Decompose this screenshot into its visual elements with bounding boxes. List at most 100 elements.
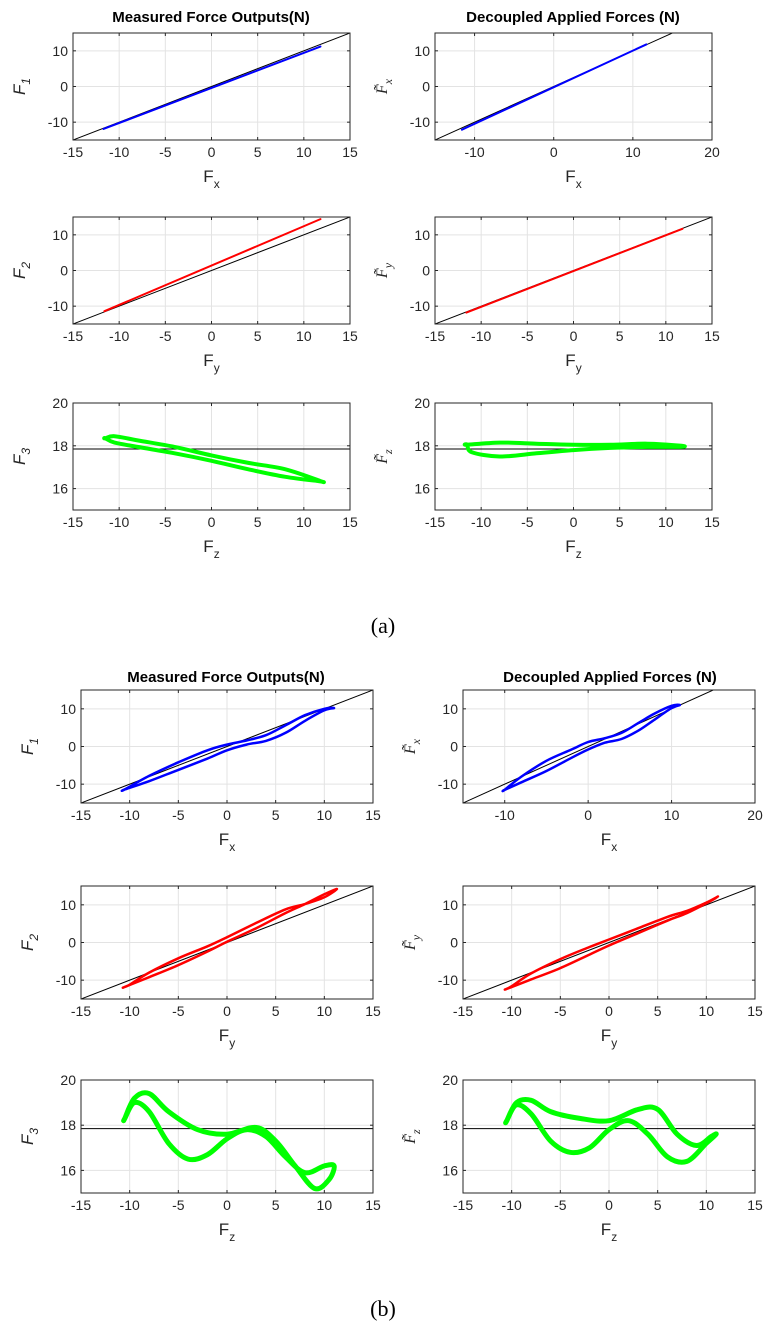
x-tick-label: -10	[495, 807, 515, 823]
y-tick-label: 0	[450, 935, 458, 951]
data-series-green	[121, 1090, 337, 1192]
y-tick-label: 0	[450, 739, 458, 755]
plot-area	[435, 440, 712, 459]
y-tick-label: 10	[60, 897, 76, 913]
y-tick-label: -10	[410, 298, 430, 314]
plot-area	[81, 886, 373, 999]
data-series-green	[102, 434, 326, 485]
subplot-b-left-3: -15 -10 -5 0 5 10 15 16 18 20 Fz F3	[18, 1072, 381, 1244]
x-tick-label: 5	[616, 514, 624, 530]
x-tick-label: 5	[254, 514, 262, 530]
plot-area	[435, 217, 712, 324]
data-series-red	[121, 887, 339, 990]
y-tick-label: 10	[60, 701, 76, 717]
x-tick-label: -10	[120, 1003, 140, 1019]
data-series-red	[503, 895, 720, 991]
x-tick-label: 0	[223, 1003, 231, 1019]
data-series-green	[503, 1096, 719, 1165]
y-tick-label: 18	[60, 1117, 76, 1133]
y-tick-label: 0	[68, 935, 76, 951]
x-tick-label: 10	[699, 1003, 715, 1019]
x-tick-label: -10	[120, 807, 140, 823]
x-tick-label: -15	[63, 514, 83, 530]
y-tick-label: 0	[422, 263, 430, 279]
x-tick-label: 10	[317, 1003, 333, 1019]
x-tick-label: 15	[342, 328, 358, 344]
x-axis-label: Fy	[601, 1026, 617, 1050]
y-tick-label: 10	[442, 897, 458, 913]
subplot-a-left-2: -15 -10 -5 0 5 10 15 -10 0 10 Fy F2	[10, 216, 358, 375]
x-tick-label: 15	[365, 1197, 381, 1213]
x-tick-label: -15	[71, 1197, 91, 1213]
x-tick-label: -10	[464, 144, 484, 160]
x-tick-label: -5	[159, 144, 172, 160]
x-tick-label: 15	[365, 1003, 381, 1019]
plot-area	[73, 434, 350, 485]
y-tick-label: 18	[442, 1117, 458, 1133]
y-tick-label: -10	[48, 298, 68, 314]
x-axis-label: Fx	[203, 167, 219, 191]
x-tick-label: 10	[625, 144, 641, 160]
x-tick-label: 15	[342, 514, 358, 530]
y-tick-label: 16	[442, 1162, 458, 1178]
x-tick-label: 5	[254, 144, 262, 160]
y-tick-label: -10	[438, 972, 458, 988]
x-tick-label: -10	[109, 144, 129, 160]
x-tick-label: 15	[704, 328, 720, 344]
data-series-blue	[460, 43, 648, 131]
x-tick-label: 0	[223, 1197, 231, 1213]
plot-area	[81, 690, 373, 803]
x-tick-label: 20	[747, 807, 763, 823]
data-series-red	[103, 218, 322, 313]
y-tick-label: 10	[52, 227, 68, 243]
y-tick-label: -10	[410, 114, 430, 130]
x-tick-label: -5	[159, 328, 172, 344]
x-tick-label: 10	[658, 328, 674, 344]
x-tick-label: 0	[570, 514, 578, 530]
x-tick-label: 10	[317, 1197, 333, 1213]
x-axis-label: Fx	[565, 167, 581, 191]
x-axis-label: Fy	[565, 351, 581, 375]
x-axis-label: Fx	[601, 830, 617, 854]
x-tick-label: 10	[699, 1197, 715, 1213]
x-tick-label: -15	[71, 807, 91, 823]
subplot-a-left-3: -15 -10 -5 0 5 10 15 16 18 20 Fz F3	[10, 395, 358, 561]
x-tick-label: 0	[550, 144, 558, 160]
y-axis-label: F3	[10, 448, 33, 465]
y-axis-label: F̃x	[401, 738, 423, 755]
x-tick-label: 0	[570, 328, 578, 344]
panel-label-a: (a)	[371, 613, 395, 638]
y-axis-label: F̃z	[401, 1129, 423, 1145]
y-axis-label: F̃y	[401, 934, 423, 951]
y-tick-label: 16	[414, 481, 430, 497]
y-tick-label: 10	[442, 701, 458, 717]
x-tick-label: -15	[63, 144, 83, 160]
title-decoupled-a: Decoupled Applied Forces (N)	[466, 9, 680, 26]
x-tick-label: -5	[159, 514, 172, 530]
x-tick-label: -5	[521, 514, 534, 530]
x-tick-label: 10	[664, 807, 680, 823]
data-series-blue	[501, 703, 682, 793]
y-tick-label: 0	[60, 263, 68, 279]
subplot-b-left-1: -15 -10 -5 0 5 10 15 -10 0 10 Fx F1	[18, 689, 381, 854]
y-axis-label: F̃x	[373, 78, 395, 95]
x-axis-label: Fz	[203, 537, 219, 561]
y-axis-label: F3	[18, 1128, 41, 1145]
y-tick-label: 0	[422, 79, 430, 95]
x-tick-label: -15	[63, 328, 83, 344]
panel-label-b: (b)	[370, 1296, 396, 1321]
x-tick-label: 10	[296, 514, 312, 530]
y-axis-label: F̃y	[373, 262, 395, 279]
x-tick-label: -15	[453, 1197, 473, 1213]
y-tick-label: 20	[60, 1072, 76, 1088]
x-tick-label: 5	[654, 1003, 662, 1019]
x-tick-label: 5	[654, 1197, 662, 1213]
x-tick-label: 0	[208, 144, 216, 160]
x-axis-label: Fz	[565, 537, 581, 561]
x-tick-label: 0	[208, 514, 216, 530]
reference-line	[73, 217, 350, 324]
y-axis-label: F̃z	[373, 449, 395, 465]
x-tick-label: 10	[296, 144, 312, 160]
x-tick-label: -5	[172, 807, 185, 823]
